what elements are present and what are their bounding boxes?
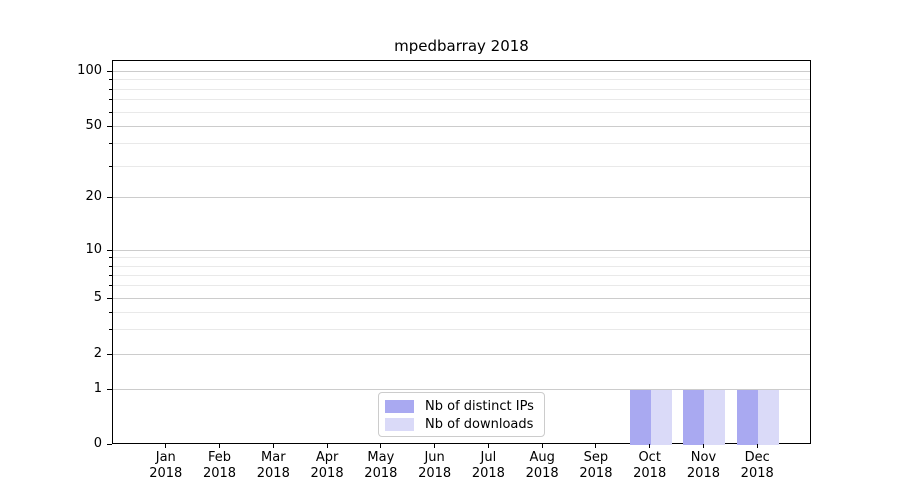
x-tick-mark — [434, 444, 436, 448]
gridline-major — [113, 354, 810, 355]
y-minor-tick-mark — [109, 99, 112, 100]
y-tick-label: 10 — [85, 242, 102, 257]
x-tick-mark — [649, 444, 651, 448]
gridline-minor — [113, 329, 810, 330]
y-minor-tick-mark — [109, 285, 112, 286]
y-tick-label: 2 — [93, 346, 102, 361]
y-tick-label: 20 — [85, 189, 102, 204]
y-tick-mark — [107, 298, 112, 299]
legend-item-downloads: Nb of downloads — [379, 415, 544, 433]
y-tick-label: 100 — [77, 63, 102, 78]
y-minor-tick-mark — [109, 312, 112, 313]
bar-distinct-ips — [629, 390, 651, 445]
y-tick-mark — [107, 197, 112, 198]
x-tick-mark — [541, 444, 543, 448]
y-minor-tick-mark — [109, 275, 112, 276]
x-tick-mark — [487, 444, 489, 448]
gridline-minor — [113, 79, 810, 80]
gridline-minor — [113, 99, 810, 100]
gridline-major — [113, 298, 810, 299]
legend-label: Nb of distinct IPs — [425, 398, 534, 414]
gridline-major — [113, 126, 810, 127]
y-minor-tick-mark — [109, 257, 112, 258]
x-tick-label: May 2018 — [364, 450, 398, 481]
x-tick-label: Sep 2018 — [579, 450, 613, 481]
x-tick-mark — [756, 444, 758, 448]
y-tick-label: 0 — [93, 436, 102, 451]
x-tick-mark — [219, 444, 221, 448]
y-tick-mark — [107, 354, 112, 355]
bar-downloads — [650, 390, 672, 445]
x-tick-label: Mar 2018 — [256, 450, 290, 481]
plot-area — [112, 60, 811, 445]
gridline-minor — [113, 312, 810, 313]
x-tick-label: Apr 2018 — [310, 450, 344, 481]
x-tick-mark — [702, 444, 704, 448]
x-tick-mark — [326, 444, 328, 448]
y-minor-tick-mark — [109, 79, 112, 80]
x-tick-label: Nov 2018 — [686, 450, 720, 481]
gridline-major — [113, 389, 810, 390]
y-tick-mark — [107, 250, 112, 251]
gridline-minor — [113, 257, 810, 258]
gridline-major — [113, 250, 810, 251]
x-tick-label: Feb 2018 — [202, 450, 237, 481]
y-minor-tick-mark — [109, 266, 112, 267]
gridline-minor — [113, 143, 810, 144]
bar-downloads — [758, 390, 780, 445]
y-minor-tick-mark — [109, 143, 112, 144]
bar-distinct-ips — [683, 390, 705, 445]
y-minor-tick-mark — [109, 112, 112, 113]
legend: Nb of distinct IPs Nb of downloads — [378, 392, 545, 437]
y-minor-tick-mark — [109, 166, 112, 167]
gridline-minor — [113, 285, 810, 286]
y-tick-mark — [107, 71, 112, 72]
gridline-minor — [113, 275, 810, 276]
x-tick-label: Jan 2018 — [149, 450, 183, 481]
x-tick-label: Dec 2018 — [740, 450, 774, 481]
y-tick-mark — [107, 126, 112, 127]
x-tick-label: Jun 2018 — [418, 450, 452, 481]
x-tick-mark — [595, 444, 597, 448]
x-tick-label: Aug 2018 — [525, 450, 559, 481]
x-tick-mark — [165, 444, 167, 448]
gridline-minor — [113, 89, 810, 90]
x-tick-label: Jul 2018 — [471, 450, 505, 481]
y-minor-tick-mark — [109, 329, 112, 330]
y-tick-label: 50 — [85, 118, 102, 133]
legend-swatch — [385, 399, 414, 413]
legend-label: Nb of downloads — [425, 416, 534, 432]
bar-downloads — [704, 390, 726, 445]
bar-distinct-ips — [737, 390, 759, 445]
gridline-major — [113, 197, 810, 198]
y-tick-mark — [107, 389, 112, 390]
legend-swatch — [385, 417, 414, 431]
gridline-minor — [113, 266, 810, 267]
gridline-major — [113, 71, 810, 72]
y-tick-label: 1 — [93, 381, 102, 396]
x-tick-label: Oct 2018 — [633, 450, 667, 481]
gridline-minor — [113, 112, 810, 113]
x-tick-mark — [380, 444, 382, 448]
y-tick-mark — [107, 444, 112, 445]
gridline-minor — [113, 166, 810, 167]
x-tick-mark — [272, 444, 274, 448]
y-tick-label: 5 — [93, 290, 102, 305]
chart-title: mpedbarray 2018 — [394, 37, 529, 55]
legend-item-distinct-ips: Nb of distinct IPs — [379, 397, 544, 415]
y-minor-tick-mark — [109, 89, 112, 90]
